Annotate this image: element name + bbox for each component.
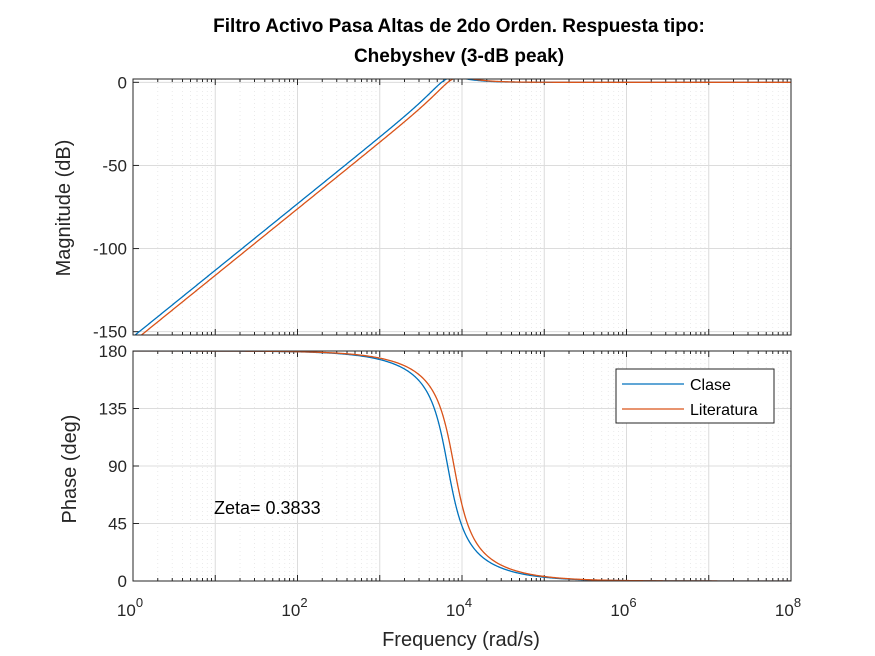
xtick-label: 102 <box>281 595 307 620</box>
magnitude-axes: 0 -50 -100 -150 <box>93 73 792 342</box>
phase-axes-box <box>132 350 792 582</box>
chart-title-line-2: Chebyshev (3-dB peak) <box>354 46 564 67</box>
magnitude-ylabel: Magnitude (dB) <box>53 140 75 277</box>
phase-ylabel: Phase (deg) <box>59 415 81 524</box>
magnitude-ytick-label: -150 <box>93 323 127 342</box>
xtick-label: 106 <box>610 595 636 620</box>
phase-ytick-label: 45 <box>108 515 127 534</box>
xtick-label: 108 <box>775 595 801 620</box>
zeta-annotation: Zeta= 0.3833 <box>214 498 321 518</box>
magnitude-ytick-label: -50 <box>102 156 127 175</box>
x-axis-label: Frequency (rad/s) <box>382 629 540 651</box>
legend-box <box>615 368 775 424</box>
magnitude-axes-box <box>132 78 792 336</box>
phase-ytick-label: 180 <box>99 342 127 361</box>
xtick-label: 100 <box>117 595 143 620</box>
phase-axes: 180 135 90 45 0 100 102 104 106 108 <box>99 342 801 620</box>
magnitude-ytick-label: 0 <box>118 73 127 92</box>
magnitude-series-literatura <box>140 79 791 335</box>
xtick-label: 104 <box>446 595 472 620</box>
chart-title-line-1: Filtro Activo Pasa Altas de 2do Orden. R… <box>213 16 705 37</box>
phase-ytick-label: 0 <box>118 572 127 591</box>
phase-ytick-label: 135 <box>99 400 127 419</box>
magnitude-ytick-label: -100 <box>93 240 127 259</box>
phase-ytick-label: 90 <box>108 457 127 476</box>
legend-label-literatura: Literatura <box>690 402 758 419</box>
legend-label-clase: Clase <box>690 377 731 394</box>
legend: Clase Literatura <box>615 368 775 424</box>
